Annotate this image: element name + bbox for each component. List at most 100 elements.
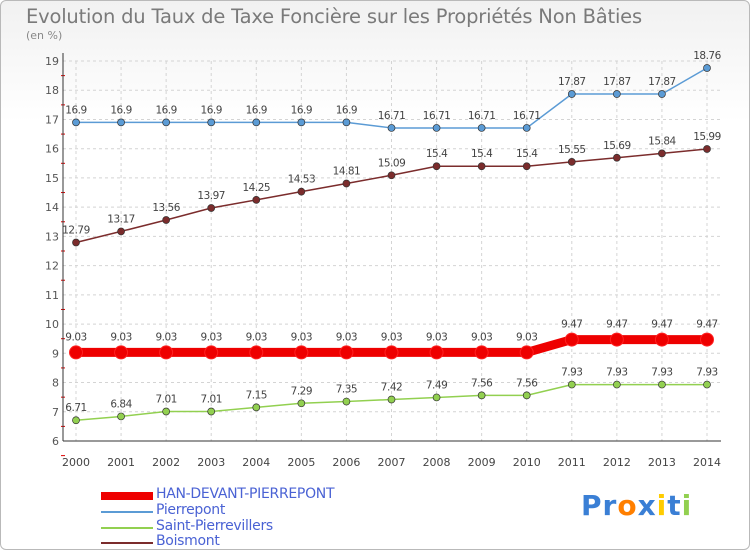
y-tick-label: 7 [52,406,59,419]
data-point [474,345,489,360]
data-label: 9.03 [110,331,131,343]
data-point [72,416,80,425]
data-point [207,204,216,212]
data-point [342,397,351,406]
x-tick-label: 2002 [152,456,180,469]
data-label: 9.03 [246,331,267,343]
data-point [522,124,531,132]
data-point [207,118,216,127]
proxiti-logo: Proxiti [581,489,692,522]
data-point [477,162,486,171]
data-point [387,395,396,404]
data-label: 9.03 [471,331,492,343]
y-tick-label: 12 [45,260,59,273]
x-tick-label: 2001 [107,456,135,469]
data-label: 7.01 [201,393,222,405]
data-point [204,345,219,360]
data-point [703,145,711,153]
legend-swatch [101,492,153,500]
x-tick-label: 2011 [558,456,586,469]
data-point [522,391,531,400]
data-label: 7.29 [291,385,312,397]
data-label: 7.42 [381,381,402,393]
data-label: 9.47 [561,319,582,331]
data-label: 16.9 [155,104,176,116]
legend-label: Pierrepont [156,502,226,518]
data-label: 13.97 [197,190,225,202]
data-label: 9.47 [651,319,672,331]
x-tick-label: 2009 [468,456,496,469]
data-point [654,332,669,347]
x-tick-label: 2013 [648,456,676,469]
x-tick-label: 2003 [197,456,225,469]
data-point [252,118,261,127]
data-point [567,90,576,98]
data-label: 16.9 [65,104,86,116]
y-tick-label: 18 [45,84,59,97]
data-label: 14.81 [333,165,361,177]
data-label: 16.9 [336,104,357,116]
x-tick-label: 2007 [378,456,406,469]
y-tick-label: 14 [45,201,59,214]
data-label: 7.93 [696,367,717,379]
data-label: 13.56 [152,202,180,214]
data-label: 9.03 [65,331,86,343]
logo-letter: P [581,489,603,522]
data-point [703,380,711,389]
data-point [658,149,666,158]
y-axis-unit-label: (en %) [26,29,63,42]
logo-letter: r [602,489,618,522]
logo-letter: o [617,489,638,522]
data-label: 15.99 [693,131,721,143]
data-label: 9.03 [201,331,222,343]
data-label: 14.53 [288,174,316,186]
data-point [432,124,441,132]
data-label: 9.03 [336,331,357,343]
data-point [387,171,396,180]
data-point [162,216,170,224]
data-point [703,64,711,72]
data-label: 13.17 [107,213,135,225]
legend-swatch [101,527,153,529]
data-label: 6.84 [110,398,132,410]
data-label: 7.56 [471,377,493,389]
y-tick-label: 19 [45,55,59,68]
data-label: 7.93 [606,367,627,379]
data-label: 9.03 [426,331,447,343]
data-label: 15.4 [471,148,493,160]
x-tick-label: 2008 [423,456,451,469]
data-point [613,90,621,98]
data-point [567,157,576,166]
y-tick-label: 17 [45,113,59,126]
data-point [613,380,621,389]
data-label: 16.9 [246,104,267,116]
data-point [519,345,534,360]
y-tick-label: 6 [52,435,59,448]
x-tick-label: 2005 [287,456,315,469]
data-label: 7.93 [651,367,672,379]
data-point [117,412,125,421]
data-label: 16.9 [201,104,222,116]
data-point [477,391,486,400]
data-label: 7.15 [246,389,267,401]
data-label: 15.84 [648,135,676,147]
y-tick-label: 8 [52,377,59,390]
data-label: 16.9 [291,104,312,116]
data-label: 15.4 [426,148,448,160]
data-point [339,345,354,360]
data-label: 14.25 [243,182,271,194]
legend-swatch [101,511,153,513]
y-tick-label: 11 [45,289,59,302]
data-label: 15.55 [558,144,586,156]
data-label: 7.56 [516,377,538,389]
legend-label: HAN-DEVANT-PIERREPONT [156,486,335,502]
data-point [117,227,125,236]
data-label: 16.71 [378,110,406,122]
data-point [342,118,351,127]
x-tick-label: 2006 [332,456,360,469]
data-label: 18.76 [693,50,721,62]
logo-letter: i [656,489,668,522]
data-label: 15.09 [378,157,406,169]
data-point [294,345,309,360]
